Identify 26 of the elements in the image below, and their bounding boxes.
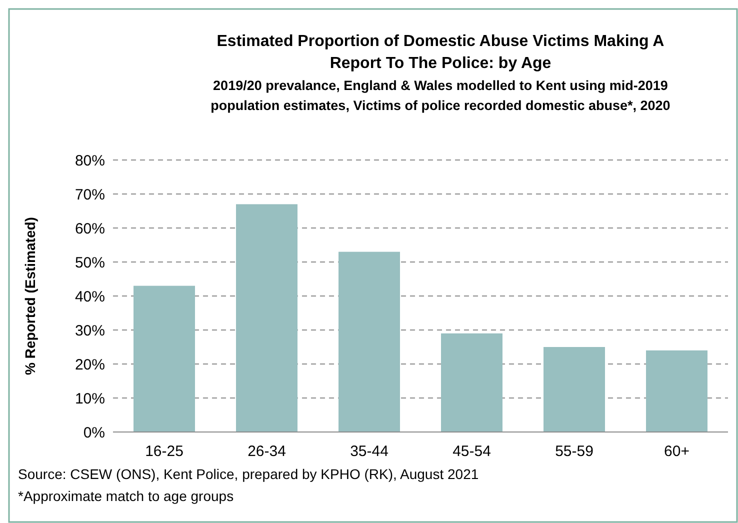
y-tick-label: 20% xyxy=(74,356,105,374)
y-axis-title: % Reported (Estimated) xyxy=(22,217,38,375)
x-tick-label: 45-54 xyxy=(452,443,491,460)
y-tick-label: 50% xyxy=(74,254,105,272)
source-note: Source: CSEW (ONS), Kent Police, prepared by KPHO (RK), August 2021 xyxy=(18,466,479,482)
y-tick-label: 80% xyxy=(74,152,105,170)
bar xyxy=(646,350,708,432)
bar xyxy=(544,347,605,432)
chart-title: Estimated Proportion of Domestic Abuse Victims Making A Report To The Police: by Age xyxy=(216,33,665,72)
bar xyxy=(134,286,195,432)
chart-subtitle: 2019/20 prevalance, England & Wales modelled to Kent using mid-2019 population estimates, Victims of police recorded domestic abuse*, 2020 xyxy=(210,78,670,113)
y-tick-label: 40% xyxy=(74,288,105,306)
bar xyxy=(338,252,400,432)
y-tick-label: 10% xyxy=(74,390,105,408)
x-tick-label: 35-44 xyxy=(350,443,388,460)
y-tick-label: 70% xyxy=(74,186,105,204)
x-tick-label: 55-59 xyxy=(555,443,594,460)
bar xyxy=(441,333,502,432)
y-tick-label: 0% xyxy=(83,424,105,442)
text: *Approximate match to age groups xyxy=(18,488,234,504)
x-tick-label: 26-34 xyxy=(248,443,286,460)
bar xyxy=(236,204,298,432)
y-tick-label: 30% xyxy=(74,322,105,340)
x-tick-label: 16-25 xyxy=(145,443,184,460)
y-tick-label: 60% xyxy=(74,220,105,238)
x-tick-label: 60+ xyxy=(664,443,690,460)
